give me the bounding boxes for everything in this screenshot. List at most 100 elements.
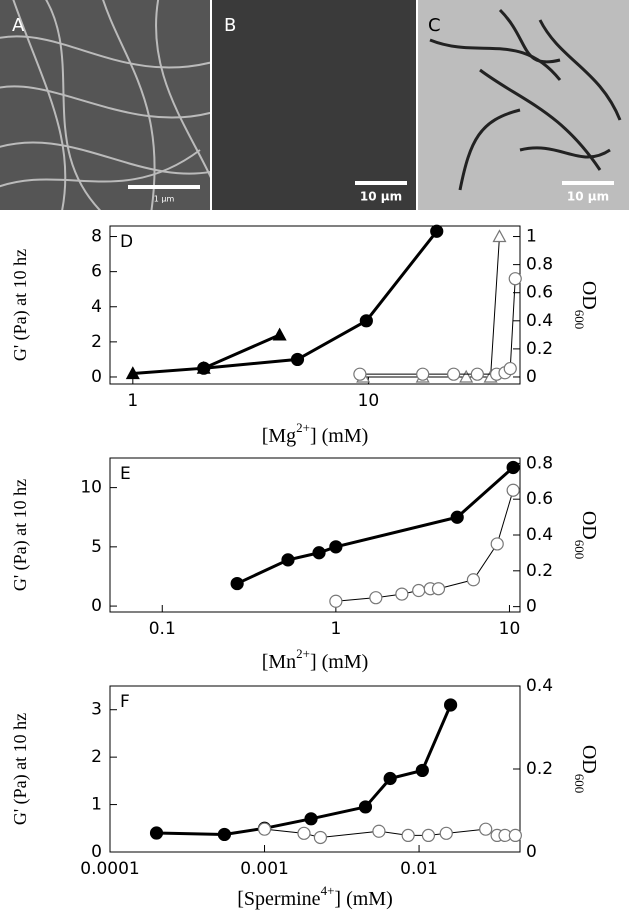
y2-tick-label: 0.8 <box>526 453 553 473</box>
series-line <box>156 704 452 836</box>
marker <box>313 830 328 845</box>
scale-label: 10 µm <box>567 190 609 204</box>
marker <box>272 327 287 341</box>
series-line <box>236 466 515 585</box>
marker <box>329 540 343 554</box>
x-axis-label-part: ] (mM) <box>310 651 368 673</box>
y-tick-label: 0 <box>91 596 102 616</box>
x-tick-label: 0.01 <box>400 859 438 879</box>
x-tick-label: 0.0001 <box>80 859 139 879</box>
panel-label: E <box>120 464 131 484</box>
x-tick-label: 0.001 <box>240 859 289 879</box>
y-tick-label: 3 <box>91 700 102 720</box>
marker <box>196 360 211 374</box>
marker <box>329 594 343 608</box>
y-tick-label: 2 <box>91 747 102 767</box>
y2-axis-label: OD600 <box>572 511 600 559</box>
marker <box>503 361 517 376</box>
plot-frame <box>109 225 521 385</box>
fibers <box>0 0 210 210</box>
y2-axis-label-part: OD <box>578 511 600 540</box>
series-line <box>335 490 514 602</box>
marker <box>459 369 474 383</box>
y2-axis-label-part: OD <box>578 281 600 310</box>
marker <box>466 573 481 587</box>
x-tick-label: 1 <box>127 391 138 411</box>
marker <box>281 553 295 567</box>
scale-label: 1 µm <box>154 195 175 204</box>
y-tick-label: 5 <box>91 537 102 557</box>
marker <box>506 483 520 497</box>
marker <box>372 824 386 838</box>
y2-tick-label: 0.2 <box>526 561 553 581</box>
y-tick-label: 10 <box>80 478 102 498</box>
y-tick-label: 8 <box>91 227 102 247</box>
y2-axis-label-part: 600 <box>572 540 587 560</box>
y-tick-label: 1 <box>91 795 102 815</box>
x-axis-label-part: ] (mM) <box>334 888 392 910</box>
marker <box>304 812 318 826</box>
x-axis-label-part: 4+ <box>321 883 335 898</box>
marker <box>508 828 522 843</box>
y-tick-label: 6 <box>91 262 102 282</box>
y2-tick-label: 0.4 <box>526 676 553 696</box>
micrograph-a <box>0 0 210 210</box>
marker <box>369 591 383 605</box>
marker <box>439 826 453 840</box>
micrograph-c <box>418 0 629 210</box>
y2-tick-label: 0 <box>526 597 537 617</box>
y2-tick-label: 0 <box>526 367 537 387</box>
x-axis-label: [Spermine4+] (mM) <box>237 883 392 910</box>
y2-tick-label: 0 <box>526 842 537 862</box>
bundles <box>429 8 622 191</box>
marker <box>508 272 522 286</box>
marker <box>450 510 464 524</box>
y2-tick-label: 0.6 <box>526 489 553 509</box>
panel-label: D <box>120 232 133 252</box>
marker <box>290 352 305 367</box>
marker <box>257 822 272 836</box>
series-line <box>203 230 438 370</box>
marker <box>312 546 326 560</box>
marker <box>217 827 232 842</box>
marker <box>401 828 415 843</box>
panel-label: A <box>12 15 25 36</box>
x-axis-label-part: 2+ <box>296 646 310 661</box>
y2-tick-label: 0.4 <box>526 311 553 331</box>
y2-axis-label-part: 600 <box>572 774 587 794</box>
scale-label: 10 µm <box>360 190 402 204</box>
marker <box>444 698 458 712</box>
plot-frame <box>109 457 521 613</box>
marker <box>470 367 484 381</box>
micrograph-b <box>212 0 416 210</box>
marker <box>297 826 311 840</box>
x-axis-label-part: ] (mM) <box>310 425 368 447</box>
series-line <box>363 236 500 378</box>
marker <box>490 537 504 551</box>
x-axis-label: [Mg2+] (mM) <box>262 420 369 447</box>
marker <box>149 826 164 840</box>
marker <box>412 583 426 598</box>
x-axis-label: [Mn2+] (mM) <box>262 646 369 673</box>
marker <box>383 771 397 786</box>
y-axis-label: G' (Pa) at 10 hz <box>10 713 31 825</box>
x-tick-label: 0.1 <box>149 619 176 639</box>
marker <box>230 576 244 591</box>
y2-axis-label: OD600 <box>572 745 600 793</box>
y2-axis-label: OD600 <box>572 281 600 329</box>
y-tick-label: 0 <box>91 367 102 387</box>
y-tick-label: 2 <box>91 332 102 352</box>
y2-axis-label-part: 600 <box>572 310 587 330</box>
x-tick-label: 10 <box>358 391 380 411</box>
y2-tick-label: 0.4 <box>526 525 553 545</box>
scale-bar <box>355 181 407 185</box>
marker <box>359 314 373 328</box>
marker <box>415 763 429 778</box>
y-axis-label: G' (Pa) at 10 hz <box>10 249 31 361</box>
y2-tick-label: 0.6 <box>526 283 553 303</box>
marker <box>431 582 446 596</box>
y-axis-label: G' (Pa) at 10 hz <box>10 479 31 591</box>
y2-tick-label: 0.8 <box>526 255 553 275</box>
marker <box>492 229 507 243</box>
